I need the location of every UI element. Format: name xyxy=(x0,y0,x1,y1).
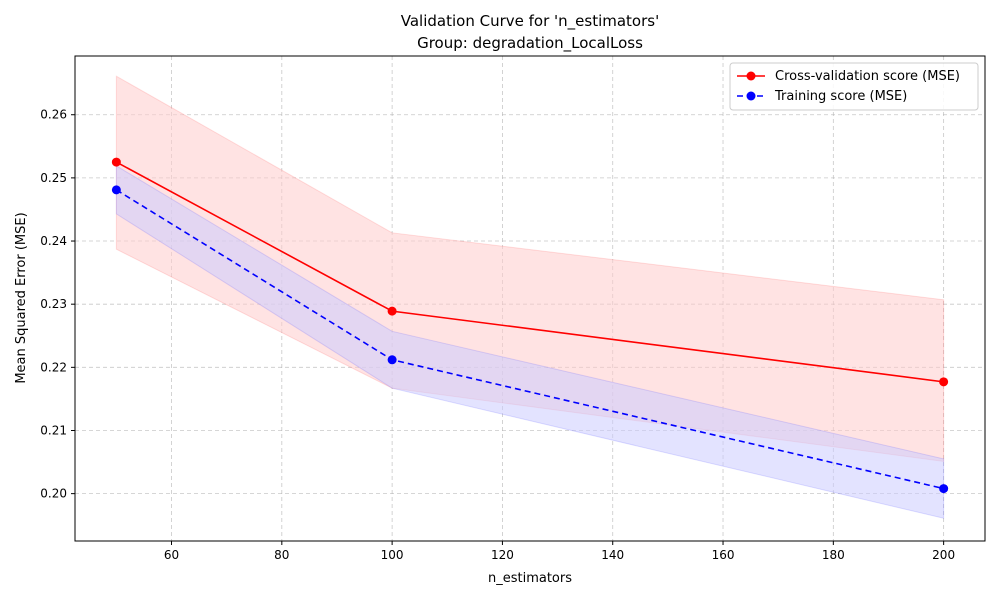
data-point-0-0 xyxy=(111,157,121,167)
y-tick-label: 0.26 xyxy=(40,108,67,122)
x-tick-label: 100 xyxy=(381,548,404,562)
data-point-1-2 xyxy=(939,484,949,494)
data-point-1-0 xyxy=(111,185,121,195)
y-tick-label: 0.25 xyxy=(40,171,67,185)
series-markers xyxy=(111,157,949,494)
legend: Cross-validation score (MSE) Training sc… xyxy=(729,62,979,111)
data-point-0-2 xyxy=(939,377,949,387)
x-axis-ticks: 60 80 100 120 140 160 180 200 xyxy=(164,541,955,562)
y-tick-label: 0.24 xyxy=(40,234,67,248)
x-tick-label: 140 xyxy=(601,548,624,562)
x-axis-label: n_estimators xyxy=(488,571,572,586)
legend-label-training: Training score (MSE) xyxy=(774,89,907,104)
x-tick-label: 180 xyxy=(822,548,845,562)
legend-marker-cv xyxy=(746,71,756,81)
legend-box xyxy=(729,62,979,111)
y-tick-label: 0.22 xyxy=(40,360,67,374)
legend-marker-training xyxy=(746,91,756,101)
y-axis-ticks: 0.20 0.21 0.22 0.23 0.24 0.25 0.26 xyxy=(40,108,75,501)
y-tick-label: 0.23 xyxy=(40,297,67,311)
plot-frame xyxy=(74,55,986,542)
y-tick-label: 0.20 xyxy=(40,487,67,501)
confidence-band-1 xyxy=(115,164,945,519)
x-tick-label: 200 xyxy=(932,548,955,562)
chart-title: Validation Curve for 'n_estimators' xyxy=(401,12,659,31)
x-tick-label: 160 xyxy=(712,548,735,562)
legend-label-cv: Cross-validation score (MSE) xyxy=(775,69,960,84)
x-tick-label: 120 xyxy=(491,548,514,562)
y-axis-label: Mean Squared Error (MSE) xyxy=(14,212,29,383)
confidence-bands xyxy=(115,75,945,519)
x-tick-label: 60 xyxy=(164,548,179,562)
data-point-0-1 xyxy=(387,306,397,316)
y-tick-label: 0.21 xyxy=(40,423,67,437)
chart-subtitle: Group: degradation_LocalLoss xyxy=(417,34,643,53)
data-point-1-1 xyxy=(387,355,397,365)
x-tick-label: 80 xyxy=(274,548,289,562)
